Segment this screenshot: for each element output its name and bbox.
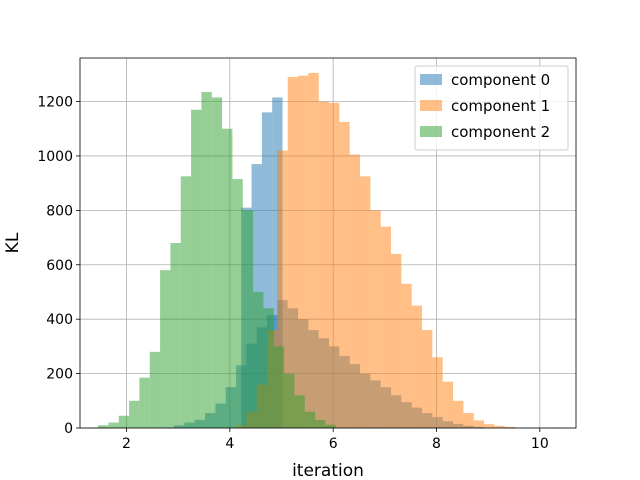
x-tick-label: 2 bbox=[122, 436, 131, 452]
bar-component-1 bbox=[494, 425, 505, 428]
legend-box bbox=[414, 65, 569, 151]
bar-component-1 bbox=[329, 102, 340, 428]
y-tick-label: 600 bbox=[46, 258, 73, 274]
plot-frame bbox=[79, 57, 577, 429]
bar-component-2 bbox=[118, 415, 130, 428]
bar-component-2 bbox=[191, 109, 202, 429]
bar-component-1 bbox=[277, 150, 288, 428]
bars bbox=[92, 72, 561, 429]
bar-component-2 bbox=[201, 92, 212, 428]
bar-component-2 bbox=[263, 308, 274, 428]
legend-swatch bbox=[420, 126, 442, 137]
bar-component-1 bbox=[453, 400, 464, 428]
x-tick-label: 8 bbox=[432, 436, 441, 452]
legend-swatch bbox=[420, 100, 442, 111]
bar-component-2 bbox=[315, 419, 326, 428]
bar-component-1 bbox=[308, 72, 319, 429]
x-tick-label: 10 bbox=[531, 436, 549, 452]
y-tick-label: 1200 bbox=[37, 95, 73, 111]
bar-component-2 bbox=[160, 270, 171, 428]
x-axis-ticks: 2 4 6 8 10 bbox=[122, 428, 549, 452]
bar-component-1 bbox=[287, 77, 299, 428]
bar-component-2 bbox=[180, 176, 192, 428]
bar-component-2 bbox=[242, 210, 254, 428]
bar-component-1 bbox=[401, 283, 412, 428]
legend-label: component 1 bbox=[451, 97, 550, 115]
bar-component-2 bbox=[222, 128, 233, 428]
bar-component-1 bbox=[380, 226, 392, 428]
x-tick-label: 6 bbox=[329, 436, 338, 452]
bar-component-1 bbox=[463, 413, 474, 428]
bar-component-1 bbox=[484, 424, 495, 428]
y-tick-label: 800 bbox=[46, 203, 73, 219]
bar-component-1 bbox=[360, 176, 371, 428]
bar-component-2 bbox=[129, 400, 140, 428]
y-tick-label: 1000 bbox=[37, 149, 73, 165]
bar-component-1 bbox=[298, 75, 309, 428]
bar-component-1 bbox=[370, 210, 381, 428]
bar-component-1 bbox=[318, 101, 330, 428]
y-tick-label: 0 bbox=[64, 421, 73, 437]
bar-component-2 bbox=[139, 377, 150, 428]
bar-component-1 bbox=[422, 330, 433, 428]
bar-component-1 bbox=[349, 154, 361, 429]
y-axis-label: KL bbox=[3, 232, 23, 253]
bar-component-0 bbox=[261, 112, 273, 428]
bar-component-2 bbox=[273, 346, 285, 428]
bar-component-2 bbox=[232, 179, 243, 428]
bar-component-1 bbox=[442, 381, 454, 428]
legend-swatch bbox=[420, 74, 442, 85]
legend-label: component 0 bbox=[451, 71, 550, 89]
bar-component-1 bbox=[411, 305, 423, 428]
bar-component-1 bbox=[432, 357, 443, 428]
bar-component-2 bbox=[284, 373, 295, 428]
bar-component-1 bbox=[504, 426, 516, 428]
bar-component-2 bbox=[98, 425, 109, 428]
bar-component-2 bbox=[294, 395, 305, 428]
y-axis-ticks: 0 200 400 600 800 1000 1200 bbox=[37, 95, 80, 437]
bar-component-2 bbox=[253, 291, 264, 428]
legend-label: component 2 bbox=[451, 123, 550, 141]
x-axis-label: iteration bbox=[292, 461, 364, 480]
bar-component-1 bbox=[473, 420, 485, 428]
bar-component-2 bbox=[108, 422, 119, 428]
bar-component-2 bbox=[304, 411, 316, 428]
y-tick-label: 200 bbox=[46, 367, 73, 383]
legend: component 0 component 1 component 2 bbox=[414, 65, 569, 151]
bar-component-2 bbox=[149, 351, 161, 428]
bar-component-2 bbox=[325, 424, 336, 428]
y-tick-label: 400 bbox=[46, 312, 73, 328]
bar-component-1 bbox=[339, 121, 350, 428]
bar-component-2 bbox=[170, 243, 181, 428]
bar-component-1 bbox=[391, 253, 402, 428]
x-tick-label: 4 bbox=[225, 436, 234, 452]
bar-component-2 bbox=[211, 97, 223, 428]
